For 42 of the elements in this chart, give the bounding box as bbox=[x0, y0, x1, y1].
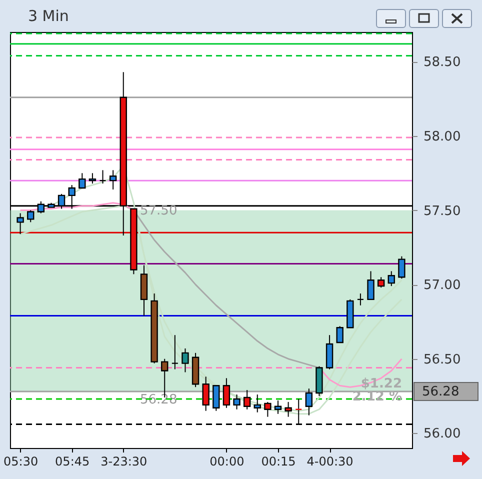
candlestick bbox=[222, 378, 230, 408]
candlestick bbox=[27, 210, 34, 223]
x-tick-label: 05:30 bbox=[4, 454, 38, 468]
x-tick-label: 3-23:30 bbox=[100, 454, 148, 468]
y-tick-label: 57.00 bbox=[424, 278, 461, 294]
x-tick-label: 05:45 bbox=[55, 454, 90, 468]
candlestick bbox=[305, 388, 313, 416]
candlestick bbox=[336, 326, 344, 344]
candlestick bbox=[243, 390, 251, 410]
annotation: 57.50 bbox=[140, 203, 178, 218]
y-tick-label: 58.00 bbox=[424, 130, 461, 144]
x-tick-label: 00:15 bbox=[261, 454, 296, 468]
candlestick bbox=[367, 270, 374, 300]
candlestick bbox=[88, 172, 96, 184]
candlestick bbox=[326, 334, 334, 370]
x-tick-label: 00:00 bbox=[210, 454, 244, 468]
candlestick bbox=[254, 394, 261, 413]
candlestick bbox=[212, 385, 220, 412]
y-tick-label: 56.50 bbox=[424, 352, 461, 368]
ref-line-label: 56.28 bbox=[422, 384, 460, 400]
candlestick bbox=[182, 348, 189, 373]
candlestick bbox=[284, 401, 292, 418]
candlestick bbox=[202, 376, 210, 412]
candlestick bbox=[377, 276, 385, 288]
candlestick bbox=[78, 172, 86, 189]
candlestick bbox=[264, 401, 272, 418]
candlestick bbox=[109, 170, 117, 190]
candlestick bbox=[171, 334, 179, 370]
candlestick bbox=[356, 292, 364, 306]
y-tick-label: 57.50 bbox=[424, 204, 461, 219]
candlestick bbox=[274, 400, 282, 414]
y-tick-label: 56.00 bbox=[424, 426, 461, 442]
band-label: 56.28 bbox=[140, 392, 178, 408]
x-tick-label: 4-00:30 bbox=[306, 454, 354, 468]
chart-title: 3 Min bbox=[28, 7, 69, 25]
candlestick bbox=[99, 170, 106, 184]
candlestick bbox=[16, 212, 24, 235]
candlestick bbox=[233, 394, 240, 410]
candlestick bbox=[388, 270, 395, 287]
candlestick bbox=[398, 256, 406, 280]
y-tick-label: 58.50 bbox=[424, 55, 461, 70]
annotation: $1.22 bbox=[360, 376, 402, 392]
